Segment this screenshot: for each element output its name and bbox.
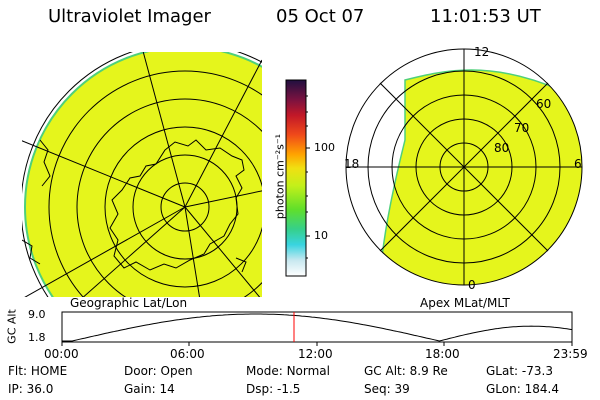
status-gc-alt: GC Alt: 8.9 Re: [364, 364, 448, 378]
uv-image-right: [379, 69, 582, 285]
mlat-label-80: 80: [494, 141, 510, 155]
magnetic-polar-plot: [345, 48, 583, 286]
date-label: 05 Oct 07: [276, 6, 365, 27]
time-label: 11:01:53 UT: [430, 6, 541, 27]
status-flt: Flt: HOME: [8, 364, 68, 378]
colorbar: [285, 79, 310, 277]
altitude-curve: [62, 313, 573, 342]
status-gain: Gain: 14: [124, 382, 175, 396]
instrument-title: Ultraviolet Imager: [48, 6, 211, 27]
colorbar-tick-100: 100: [314, 141, 335, 154]
mlt-label-0: 0: [468, 278, 476, 292]
status-dsp: Dsp: -1.5: [246, 382, 301, 396]
altitude-axis-label: GC Alt: [5, 309, 19, 344]
altitude-tick-min: 1.8: [28, 331, 46, 344]
altitude-tick-max: 9.0: [28, 308, 46, 321]
status-ip: IP: 36.0: [8, 382, 54, 396]
status-glat: GLat: -73.3: [486, 364, 553, 378]
colorbar-unit-label: photon cm⁻²s⁻¹: [273, 133, 287, 220]
mlat-label-60: 60: [536, 97, 552, 111]
time-tick-2359: 23:59: [553, 347, 588, 361]
time-tick-1200: 12:00: [298, 347, 333, 361]
altitude-plot: [61, 311, 573, 346]
mlt-label-12: 12: [474, 45, 490, 59]
mlt-label-6: 6: [574, 157, 582, 171]
coastline: [109, 139, 245, 271]
colorbar-tick-10: 10: [314, 229, 328, 242]
image-edge-left: [24, 52, 262, 297]
status-seq: Seq: 39: [364, 382, 410, 396]
status-glon: GLon: 184.4: [486, 382, 559, 396]
time-tick-1800: 18:00: [425, 347, 460, 361]
status-mode: Mode: Normal: [246, 364, 330, 378]
mlt-label-18: 18: [344, 157, 360, 171]
mlat-label-70: 70: [514, 121, 530, 135]
status-door: Door: Open: [124, 364, 193, 378]
magnetic-caption: Apex MLat/MLT: [420, 296, 510, 310]
geographic-caption: Geographic Lat/Lon: [70, 296, 188, 310]
time-tick-0600: 06:00: [170, 347, 205, 361]
time-tick-0000: 00:00: [44, 347, 79, 361]
